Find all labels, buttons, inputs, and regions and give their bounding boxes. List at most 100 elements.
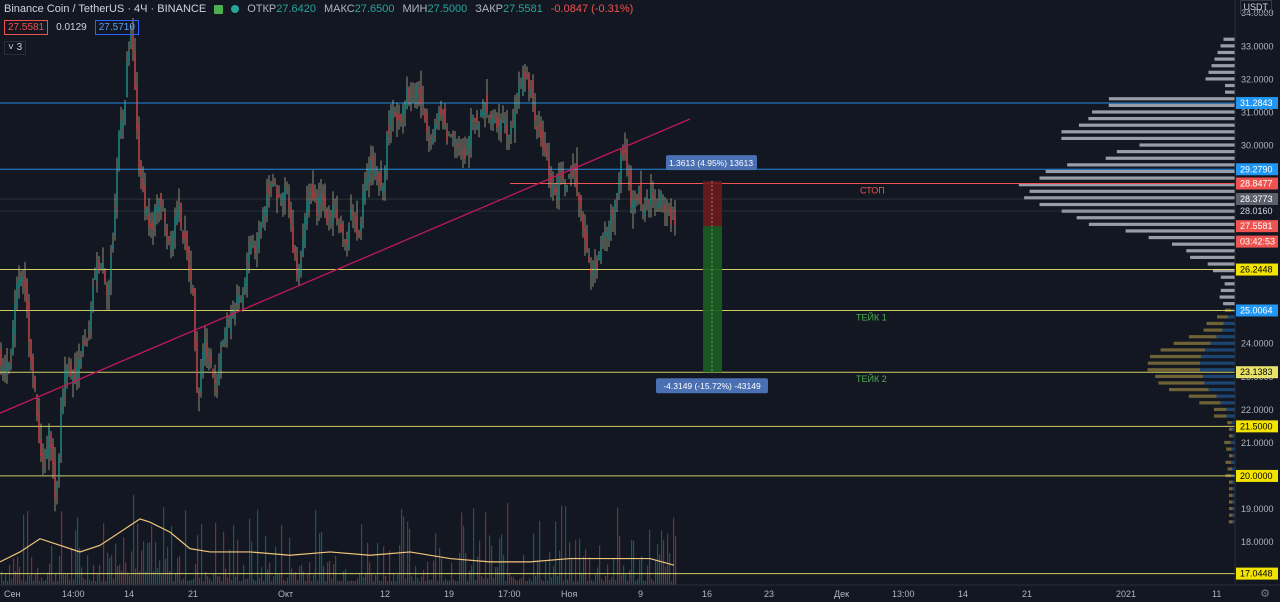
gear-icon[interactable]: ⚙ — [1260, 588, 1270, 600]
volume-bar — [533, 533, 535, 585]
candle-body — [348, 225, 350, 250]
price-badge[interactable] — [1236, 304, 1278, 317]
candle-body — [40, 439, 42, 456]
volume-bar — [513, 577, 515, 585]
volume-bar — [105, 580, 107, 585]
volume-bar — [379, 580, 381, 585]
volume-bar — [411, 576, 413, 585]
candle-body — [82, 345, 84, 354]
volume-bar — [589, 557, 591, 585]
candle-body — [384, 169, 386, 191]
volume-bar — [553, 565, 555, 585]
volume-bar — [659, 554, 661, 585]
volume-bar — [337, 580, 339, 585]
profile-bar — [1208, 70, 1235, 74]
candle-body — [92, 286, 94, 311]
candle-body — [368, 167, 370, 182]
trendline[interactable] — [0, 118, 691, 414]
overlays[interactable] — [0, 118, 691, 414]
price-tick: 31.0000 — [1241, 107, 1274, 117]
candle-body — [86, 339, 88, 341]
time-axis[interactable]: Сен 14:00 14 21 Окт 12 19 17:00 Ноя 9 16 23 Дек 13:00… — [0, 584, 1280, 599]
candle-body — [522, 74, 524, 95]
candle-body — [124, 102, 126, 123]
volume-bars — [0, 495, 677, 585]
indicators-toggle-button[interactable]: ˅ 3 — [4, 41, 27, 55]
volume-bar — [175, 572, 177, 585]
volume-bar — [217, 575, 219, 585]
volume-bar — [501, 534, 503, 585]
candle-body — [162, 209, 164, 211]
volume-bar — [625, 574, 627, 585]
profile-bar — [1207, 262, 1235, 266]
volume-bar — [305, 581, 307, 585]
candle-body — [620, 154, 622, 181]
price-badge[interactable] — [1236, 96, 1278, 109]
candle-body — [80, 359, 82, 365]
currency-button[interactable]: USDT — [1239, 0, 1272, 14]
profile-bar — [1204, 381, 1235, 385]
stop-zone[interactable] — [703, 181, 722, 227]
volume-bar — [211, 580, 213, 585]
volume-bar — [221, 580, 223, 585]
candle-body — [176, 212, 178, 224]
volume-bar — [33, 580, 35, 585]
volume-bar — [291, 568, 293, 585]
profit-zone[interactable] — [703, 226, 722, 373]
volume-bar — [345, 569, 347, 585]
price-axis[interactable]: 34.000033.000032.000031.000030.000028.00… — [1234, 0, 1278, 585]
horizontal-levels[interactable]: СТОП ТЕЙК 1 ТЕЙК 2 — [0, 102, 1235, 575]
price-badge[interactable] — [1236, 193, 1278, 206]
price-badge[interactable] — [1236, 420, 1278, 433]
buy-price-button[interactable]: 27.5710 — [94, 20, 139, 35]
price-badge[interactable] — [1236, 204, 1278, 217]
candle-body — [106, 284, 108, 296]
time-tick: 23 — [764, 589, 774, 599]
profile-bar — [1076, 216, 1235, 220]
candle-body — [592, 272, 594, 277]
price-badge[interactable] — [1236, 567, 1278, 580]
profile-bar — [1039, 176, 1235, 180]
volume-bar — [521, 577, 523, 585]
candle-body — [132, 33, 134, 51]
volume-bar — [165, 558, 167, 585]
volume-bar — [311, 580, 313, 585]
candle-body — [102, 263, 104, 270]
volume-bar — [323, 566, 325, 585]
volume-bar — [59, 555, 61, 585]
volume-bar — [665, 566, 667, 585]
candle-body — [282, 193, 284, 205]
candle-body — [606, 233, 608, 237]
price-badge[interactable] — [1236, 177, 1278, 190]
volume-bar — [183, 578, 185, 585]
volume-bar — [115, 543, 117, 585]
candle-body — [316, 200, 318, 216]
volume-bar — [387, 581, 389, 585]
volume-bar — [81, 567, 83, 585]
volume-bar — [545, 560, 547, 585]
price-badge[interactable] — [1236, 220, 1278, 233]
sell-price-button[interactable]: 27.5581 — [4, 20, 49, 35]
volume-bar — [443, 580, 445, 585]
price-badge[interactable] — [1236, 163, 1278, 176]
symbol-title[interactable]: Binance Coin / TetherUS · 4Ч · BINANCE — [4, 3, 207, 15]
position-tool[interactable]: 1.3613 (4.95%) 13613 -4.3149 (-15.72%) -4… — [656, 155, 768, 394]
volume-bar — [481, 576, 483, 585]
price-badge[interactable] — [1236, 235, 1278, 248]
candle-body — [382, 185, 384, 194]
candle-body — [434, 125, 436, 137]
candle-body — [408, 87, 410, 102]
candle-body — [38, 412, 40, 443]
price-badge[interactable] — [1236, 263, 1278, 276]
volume-bar — [587, 580, 589, 585]
price-badge[interactable] — [1236, 366, 1278, 379]
profile-bar — [1200, 354, 1235, 359]
profile-bar — [1220, 44, 1235, 48]
profile-bar — [1172, 242, 1235, 246]
volume-bar — [73, 579, 75, 585]
price-badge[interactable] — [1236, 469, 1278, 482]
volume-bar — [547, 580, 549, 585]
candle-body — [230, 315, 232, 332]
candle-body — [670, 206, 672, 224]
